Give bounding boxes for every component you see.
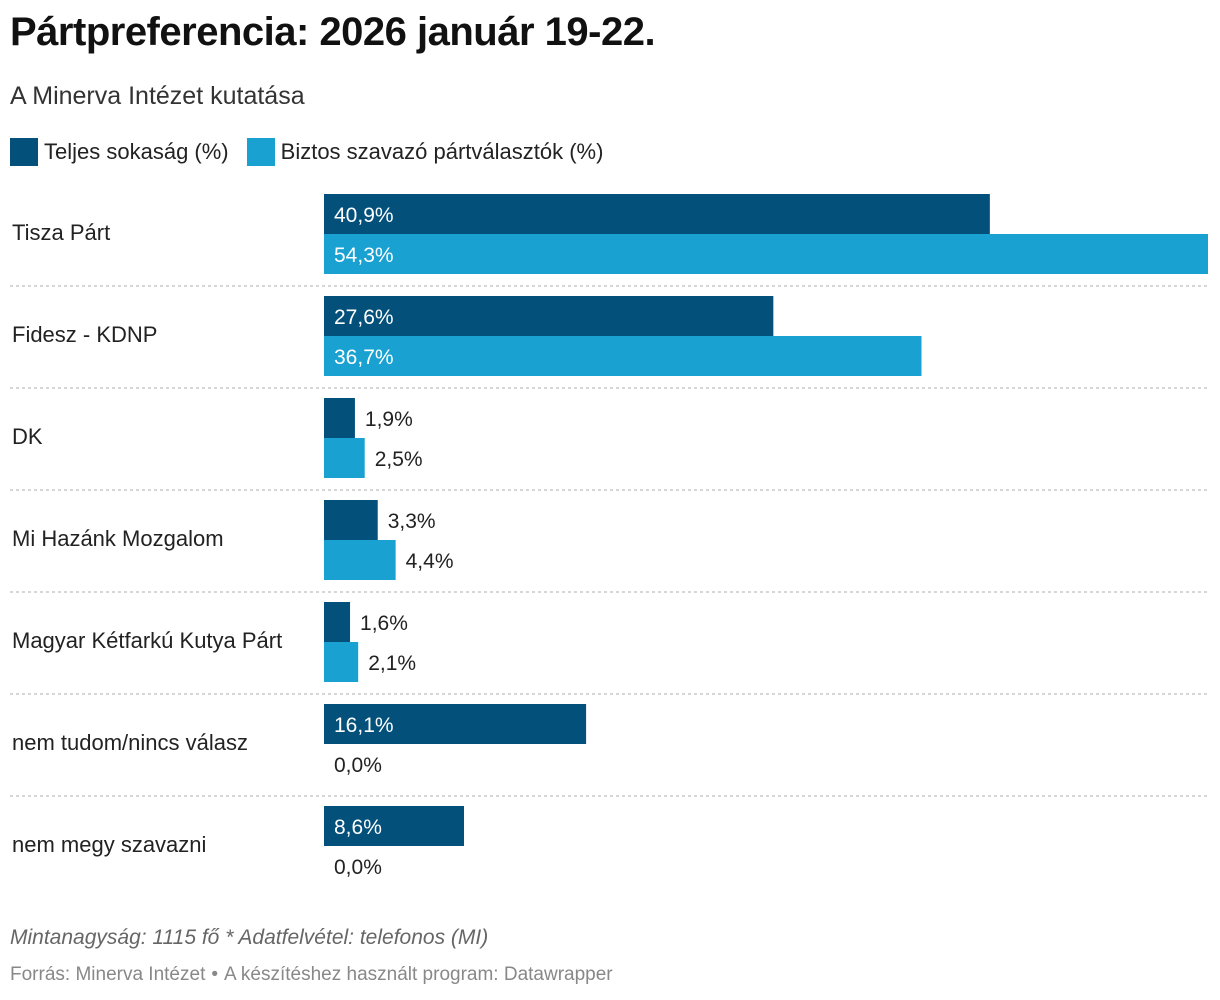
category-label: nem tudom/nincs válasz xyxy=(12,730,248,755)
data-label: 4,4% xyxy=(406,550,454,573)
category-label: Mi Hazánk Mozgalom xyxy=(12,526,224,551)
data-label: 0,0% xyxy=(334,856,382,879)
bar-series-2 xyxy=(324,642,359,682)
chart-title: Pártpreferencia: 2026 január 19-22. xyxy=(10,10,656,54)
chart-note: Mintanagyság: 1115 fő * Adatfelvétel: te… xyxy=(10,926,489,949)
bar-series-1 xyxy=(324,704,587,744)
chart-source: Forrás: Minerva Intézet • A készítéshez ha… xyxy=(10,964,619,986)
category-label: DK xyxy=(12,424,43,449)
data-label: 2,1% xyxy=(368,652,416,675)
category-label: nem megy szavazni xyxy=(12,832,206,857)
category-label: Fidesz - KDNP xyxy=(12,322,157,347)
bar-series-1 xyxy=(324,194,990,234)
bar-series-2 xyxy=(324,540,396,580)
category-label: Magyar Kétfarkú Kutya Párt xyxy=(12,628,282,653)
bar-series-2 xyxy=(324,234,1208,274)
legend-swatch-series-2 xyxy=(246,138,275,166)
data-label: 40,9% xyxy=(334,204,394,227)
source-label: Forrás: Minerva Intézet xyxy=(10,964,206,985)
bar-series-2 xyxy=(324,336,922,376)
bar-series-1 xyxy=(324,806,465,846)
legend-swatch-series-1 xyxy=(10,138,38,166)
bar-chart: Tisza Párt 40,9% 54,3% Fidesz - KDNP 27,6% 36… xyxy=(10,194,1208,879)
legend-item-series-2: Biztos szavazó pártválasztók (%) xyxy=(246,138,604,166)
chart-subtitle: A Minerva Intézet kutatása xyxy=(10,82,305,110)
data-label: 2,5% xyxy=(375,448,423,471)
data-label: 1,9% xyxy=(365,408,413,431)
bar-series-2 xyxy=(324,438,365,478)
legend: Teljes sokaság (%) Biztos szavazó pártvá… xyxy=(10,138,621,166)
data-label: 0,0% xyxy=(334,754,382,777)
data-label: 3,3% xyxy=(388,510,436,533)
legend-label-series-1: Teljes sokaság (%) xyxy=(44,139,229,164)
legend-item-series-1: Teljes sokaság (%) xyxy=(10,138,229,166)
bar-series-1 xyxy=(324,296,774,336)
data-label: 16,1% xyxy=(334,714,394,737)
data-label: 54,3% xyxy=(334,244,394,267)
bar-series-1 xyxy=(324,500,378,540)
bar-series-1 xyxy=(324,398,355,438)
source-separator: • xyxy=(211,964,218,985)
legend-label-series-2: Biztos szavazó pártválasztók (%) xyxy=(280,139,604,164)
bar-series-1 xyxy=(324,602,351,642)
data-label: 27,6% xyxy=(334,306,394,329)
source-tool: A készítéshez használt program: Datawrap… xyxy=(224,964,613,985)
data-label: 36,7% xyxy=(334,346,394,369)
category-label: Tisza Párt xyxy=(12,220,110,245)
data-label: 1,6% xyxy=(360,612,408,635)
data-label: 8,6% xyxy=(334,816,382,839)
